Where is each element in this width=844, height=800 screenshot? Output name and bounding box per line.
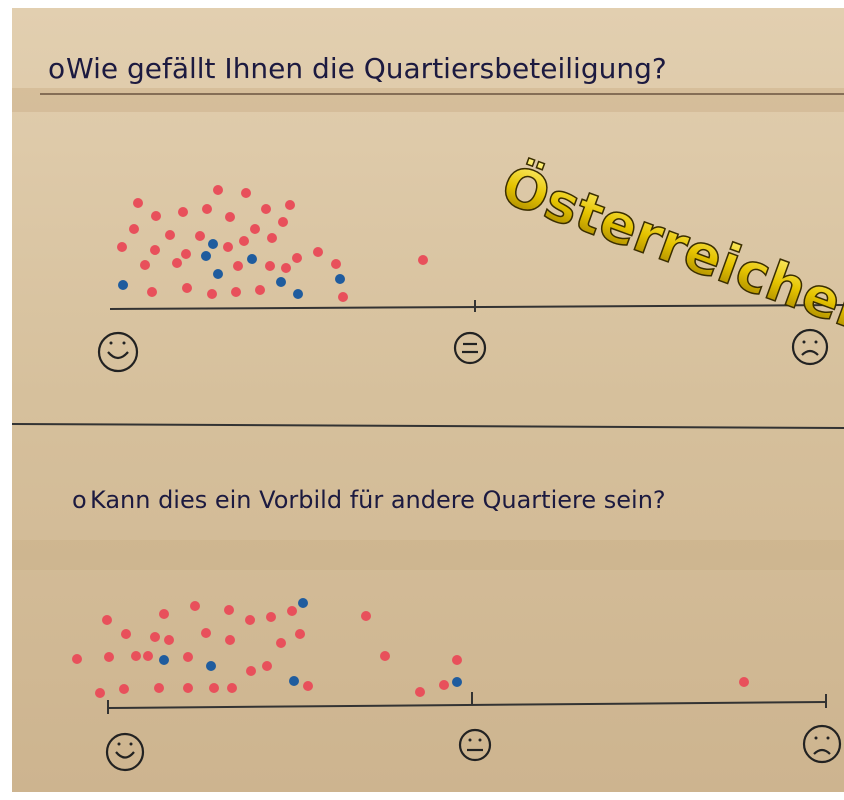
vote-dot bbox=[95, 688, 105, 698]
vote-dot bbox=[245, 615, 255, 625]
bullet: o bbox=[72, 486, 87, 514]
vote-dot bbox=[72, 654, 82, 664]
vote-dot bbox=[289, 676, 299, 686]
vote-dot bbox=[172, 258, 182, 268]
vote-dot bbox=[208, 239, 218, 249]
fold bbox=[12, 540, 844, 570]
vote-dot bbox=[293, 289, 303, 299]
vote-dot bbox=[150, 632, 160, 642]
vote-dot bbox=[335, 274, 345, 284]
vote-dot bbox=[165, 230, 175, 240]
vote-dot bbox=[178, 207, 188, 217]
vote-dot bbox=[207, 289, 217, 299]
vote-dot bbox=[131, 651, 141, 661]
fold bbox=[12, 88, 844, 112]
vote-dot bbox=[195, 231, 205, 241]
vote-dot bbox=[223, 242, 233, 252]
question-2: Kann dies ein Vorbild für andere Quartie… bbox=[90, 486, 666, 514]
question-1: Wie gefällt Ihnen die Quartiersbeteiligu… bbox=[66, 52, 667, 85]
vote-dot bbox=[183, 683, 193, 693]
vote-dot bbox=[224, 605, 234, 615]
vote-dot bbox=[241, 188, 251, 198]
vote-dot bbox=[183, 652, 193, 662]
vote-dot bbox=[452, 655, 462, 665]
vote-dot bbox=[206, 661, 216, 671]
vote-dot bbox=[262, 661, 272, 671]
vote-dot bbox=[209, 683, 219, 693]
vote-dot bbox=[190, 601, 200, 611]
vote-dot bbox=[117, 242, 127, 252]
vote-dot bbox=[129, 224, 139, 234]
vote-dot bbox=[121, 629, 131, 639]
vote-dot bbox=[225, 635, 235, 645]
vote-dot bbox=[147, 287, 157, 297]
bullet: o bbox=[48, 52, 65, 85]
vote-dot bbox=[276, 277, 286, 287]
vote-dot bbox=[285, 200, 295, 210]
vote-dot bbox=[102, 615, 112, 625]
vote-dot bbox=[380, 651, 390, 661]
vote-dot bbox=[452, 677, 462, 687]
vote-dot bbox=[266, 612, 276, 622]
vote-dot bbox=[298, 598, 308, 608]
vote-dot bbox=[439, 680, 449, 690]
vote-dot bbox=[151, 211, 161, 221]
vote-dot bbox=[140, 260, 150, 270]
vote-dot bbox=[303, 681, 313, 691]
vote-dot bbox=[159, 609, 169, 619]
vote-dot bbox=[118, 280, 128, 290]
vote-dot bbox=[104, 652, 114, 662]
vote-dot bbox=[313, 247, 323, 257]
vote-dot bbox=[182, 283, 192, 293]
vote-dot bbox=[154, 683, 164, 693]
vote-dot bbox=[119, 684, 129, 694]
vote-dot bbox=[231, 287, 241, 297]
page: o Wie gefällt Ihnen die Quartiersbeteili… bbox=[0, 0, 844, 800]
vote-dot bbox=[331, 259, 341, 269]
vote-dot bbox=[250, 224, 260, 234]
vote-dot bbox=[143, 651, 153, 661]
vote-dot bbox=[133, 198, 143, 208]
vote-dot bbox=[201, 251, 211, 261]
vote-dot bbox=[213, 185, 223, 195]
vote-dot bbox=[233, 261, 243, 271]
vote-dot bbox=[338, 292, 348, 302]
vote-dot bbox=[278, 217, 288, 227]
vote-dot bbox=[267, 233, 277, 243]
vote-dot bbox=[276, 638, 286, 648]
vote-dot bbox=[159, 655, 169, 665]
vote-dot bbox=[739, 677, 749, 687]
photo: o Wie gefällt Ihnen die Quartiersbeteili… bbox=[0, 0, 844, 800]
vote-dot bbox=[265, 261, 275, 271]
vote-dot bbox=[255, 285, 265, 295]
vote-dot bbox=[287, 606, 297, 616]
vote-dot bbox=[150, 245, 160, 255]
vote-dot bbox=[164, 635, 174, 645]
vote-dot bbox=[213, 269, 223, 279]
vote-dot bbox=[361, 611, 371, 621]
vote-dot bbox=[295, 629, 305, 639]
vote-dot bbox=[227, 683, 237, 693]
vote-dot bbox=[418, 255, 428, 265]
vote-dot bbox=[292, 253, 302, 263]
vote-dot bbox=[202, 204, 212, 214]
vote-dot bbox=[181, 249, 191, 259]
vote-dot bbox=[225, 212, 235, 222]
vote-dot bbox=[246, 666, 256, 676]
vote-dot bbox=[247, 254, 257, 264]
vote-dot bbox=[261, 204, 271, 214]
vote-dot bbox=[415, 687, 425, 697]
vote-dot bbox=[201, 628, 211, 638]
vote-dot bbox=[281, 263, 291, 273]
paper bbox=[12, 8, 844, 792]
vote-dot bbox=[239, 236, 249, 246]
